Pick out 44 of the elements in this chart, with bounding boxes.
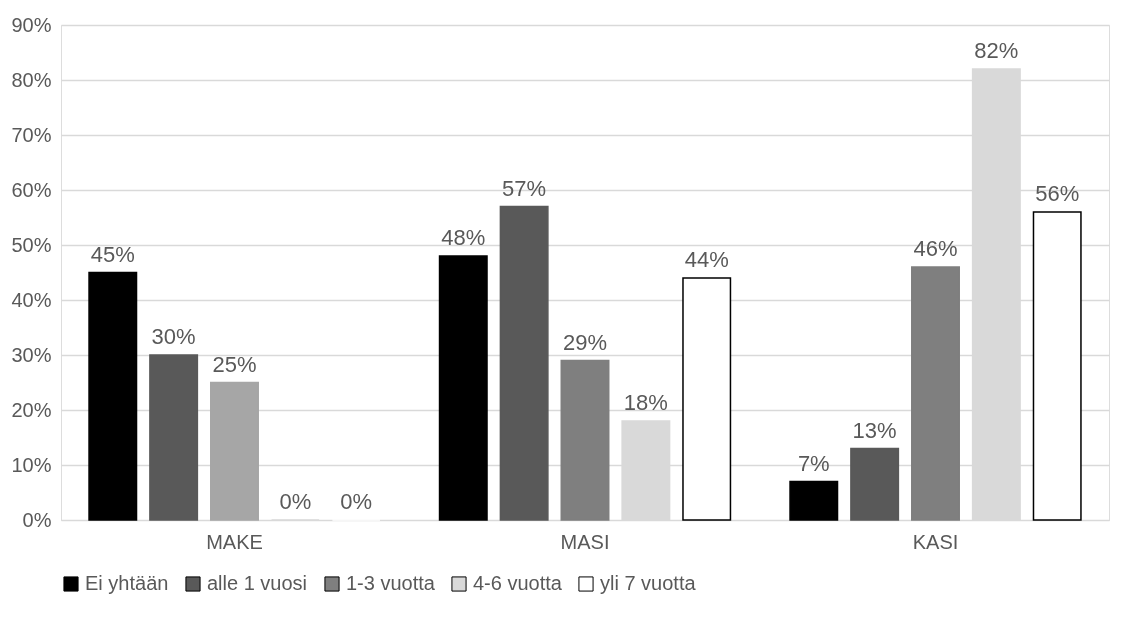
bar (682, 277, 732, 521)
data-label: 25% (212, 351, 257, 377)
bar (789, 480, 839, 521)
y-tick-label: 90% (11, 13, 52, 36)
data-label: 46% (913, 236, 958, 261)
y-tick-label: 10% (11, 453, 52, 476)
bar (438, 255, 488, 521)
data-label: 48% (441, 225, 486, 250)
data-label: 45% (90, 241, 135, 267)
x-tick-label: MASI (560, 530, 610, 553)
y-tick-label: 0% (22, 508, 52, 531)
data-label: 30% (151, 324, 196, 349)
data-label: 0% (340, 489, 373, 514)
data-label: 18% (623, 390, 668, 415)
data-label: 29% (562, 329, 608, 355)
y-tick-label: 70% (11, 123, 52, 146)
legend-label: 1-3 vuotta (346, 572, 436, 594)
bar (560, 359, 610, 521)
bar (499, 205, 549, 521)
y-tick-label: 40% (11, 288, 52, 311)
data-label: 82% (974, 38, 1019, 63)
x-tick-label: KASI (912, 530, 959, 553)
legend-label: 4-6 vuotta (473, 572, 563, 594)
y-tick-label: 50% (11, 233, 52, 256)
data-label: 56% (1035, 181, 1080, 206)
legend-label: alle 1 vuosi (207, 572, 308, 594)
y-tick-label: 30% (11, 343, 52, 366)
bar (88, 271, 138, 521)
data-label: 0% (279, 489, 312, 514)
legend-label: Ei yhtään (85, 572, 169, 594)
y-tick-label: 80% (11, 68, 52, 91)
bar (1032, 211, 1082, 521)
bar (911, 266, 960, 521)
legend-label: yli 7 vuotta (600, 572, 697, 594)
bar (210, 381, 259, 521)
data-label: 44% (684, 247, 729, 272)
data-label: 7% (797, 450, 830, 476)
bar (850, 447, 900, 521)
y-tick-label: 20% (11, 398, 52, 421)
data-label: 13% (852, 417, 897, 443)
y-tick-label: 60% (11, 178, 52, 201)
bar (149, 354, 199, 521)
data-label: 57% (502, 175, 547, 201)
x-tick-label: MAKE (206, 530, 263, 553)
